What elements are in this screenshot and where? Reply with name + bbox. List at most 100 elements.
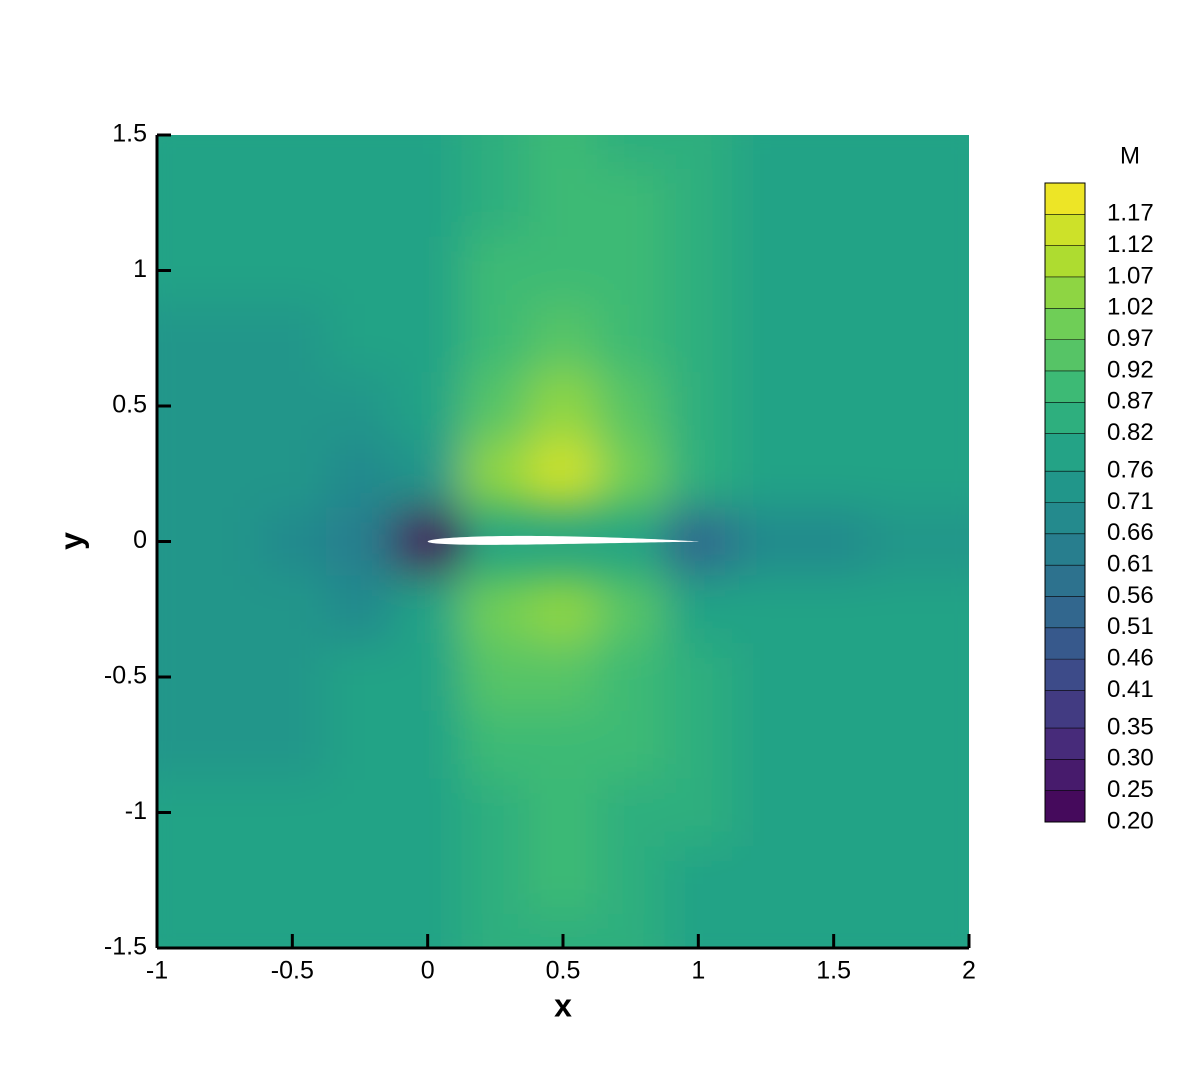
colorbar-band <box>1045 627 1085 660</box>
field-cell <box>258 778 328 848</box>
field-cell <box>461 439 531 509</box>
colorbar-label: 0.56 <box>1107 582 1154 609</box>
field-cell <box>190 778 260 848</box>
field-cell <box>258 643 328 712</box>
field-cell <box>867 439 937 509</box>
field-cell <box>529 710 598 780</box>
colorbar-label: 1.12 <box>1107 231 1154 258</box>
colorbar-band <box>1045 565 1085 597</box>
field-cell <box>326 135 395 170</box>
field-cell <box>461 914 531 948</box>
colorbar-band <box>1045 370 1085 403</box>
field-cell <box>596 439 666 509</box>
field-cell <box>732 710 801 780</box>
field-cell <box>596 236 666 306</box>
y-tick-label: 0.5 <box>112 391 147 419</box>
field-cell <box>326 575 395 645</box>
field-cell <box>529 643 598 712</box>
field-cell <box>664 236 734 306</box>
x-tick-label: 1.5 <box>816 957 851 985</box>
field-cell <box>935 575 969 645</box>
x-tick-label: -0.5 <box>271 957 314 985</box>
field-cell <box>461 778 531 848</box>
y-tick-label: 0 <box>133 526 147 554</box>
colorbar-label: 0.71 <box>1107 488 1154 515</box>
colorbar: 0.20 0.25 0.30 0.35 0.41 0.46 0.51 0.56 0.61 0.66… <box>1044 182 1154 834</box>
field-cell <box>190 914 260 948</box>
field-cell <box>596 643 666 712</box>
field-cell <box>732 778 801 848</box>
field-cell <box>596 778 666 848</box>
field-cell <box>935 135 969 170</box>
field-cell <box>664 778 734 848</box>
colorbar-label: 0.25 <box>1107 776 1154 803</box>
field-cell <box>799 135 869 170</box>
field-cell <box>732 575 801 645</box>
field-cell <box>326 643 395 712</box>
x-tick-label: 0 <box>421 957 435 985</box>
field-cell <box>258 168 328 238</box>
field-cell <box>935 236 969 306</box>
field-cell <box>190 507 260 577</box>
colorbar-band <box>1045 690 1085 729</box>
field-cell <box>258 439 328 509</box>
field-cell <box>326 304 395 374</box>
field-cell <box>461 304 531 374</box>
field-cell <box>732 304 801 374</box>
colorbar-band <box>1045 596 1085 628</box>
field-cell <box>867 643 937 712</box>
field-cell <box>393 643 463 712</box>
field-cell <box>393 168 463 238</box>
colorbar-band <box>1045 759 1085 791</box>
field-cell <box>799 778 869 848</box>
field-cell <box>393 135 463 170</box>
field-cell <box>529 372 598 441</box>
colorbar-label: 0.30 <box>1107 745 1154 772</box>
field-cell <box>799 236 869 306</box>
field-cell <box>867 304 937 374</box>
field-cell <box>190 643 260 712</box>
field-cell <box>935 168 969 238</box>
colorbar-band <box>1045 659 1085 691</box>
field-cell <box>258 372 328 441</box>
colorbar-label: 0.35 <box>1107 713 1154 740</box>
field-cell <box>190 304 260 374</box>
colorbar-label: 0.20 <box>1107 807 1154 834</box>
field-cell <box>799 304 869 374</box>
colorbar-label: 0.76 <box>1107 457 1154 484</box>
field-cell <box>157 846 192 916</box>
y-tick-label: -0.5 <box>104 662 147 690</box>
field-cell <box>393 372 463 441</box>
field-cell <box>732 507 801 577</box>
colorbar-band <box>1045 502 1085 534</box>
axes: -1 -0.5 0 0.5 1 1.5 2-1.5-1-0.500.511.5 <box>104 120 976 985</box>
field-cell <box>393 778 463 848</box>
field-cell <box>799 168 869 238</box>
field-cell <box>732 914 801 948</box>
field-cell <box>461 643 531 712</box>
colorbar-label: 0.92 <box>1107 356 1154 383</box>
y-tick-label: 1.5 <box>112 120 147 148</box>
colorbar-band <box>1045 533 1085 566</box>
colorbar-band <box>1045 471 1085 503</box>
airfoil <box>427 535 699 545</box>
field-cell <box>326 507 395 577</box>
field-cell <box>326 846 395 916</box>
field-cell <box>326 778 395 848</box>
field-cell <box>867 372 937 441</box>
field-cell <box>393 846 463 916</box>
field-cell <box>529 778 598 848</box>
colorbar-label: 0.41 <box>1107 676 1154 703</box>
field-cell <box>867 846 937 916</box>
field-cell <box>529 439 598 509</box>
field-cell <box>732 846 801 916</box>
field-cell <box>157 914 192 948</box>
field-cell <box>529 135 598 170</box>
field-cell <box>732 135 801 170</box>
colorbar-band <box>1045 433 1085 472</box>
field-cell <box>935 643 969 712</box>
y-tick-label: -1.5 <box>104 933 147 961</box>
field-cell <box>867 575 937 645</box>
field-cell <box>190 575 260 645</box>
field-cell <box>867 236 937 306</box>
